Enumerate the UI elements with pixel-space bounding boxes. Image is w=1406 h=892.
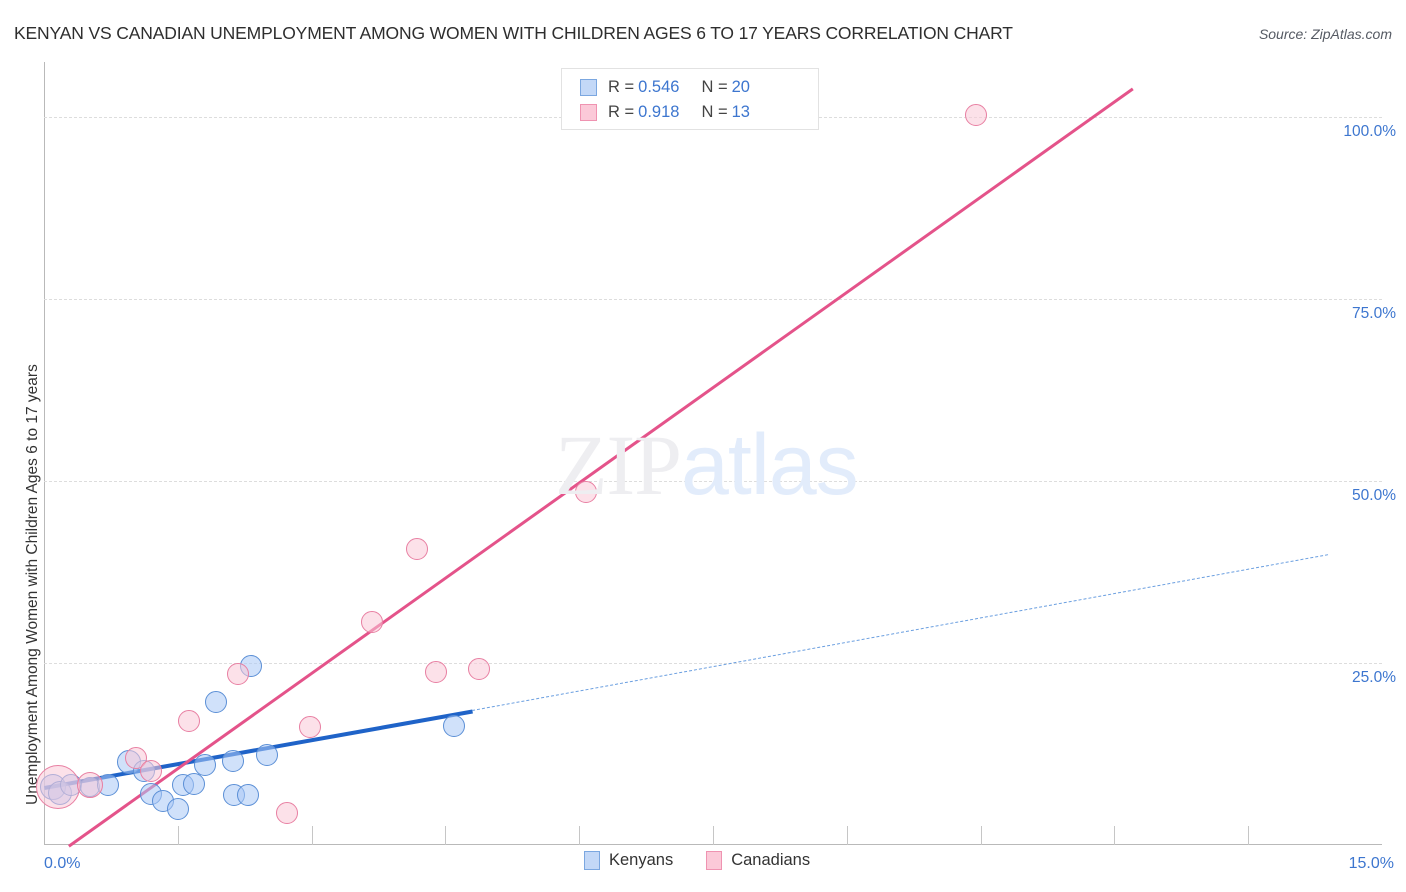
data-point-canadians[interactable] <box>361 611 384 634</box>
x-axis-tick <box>1248 826 1250 845</box>
x-axis-tick <box>713 826 714 845</box>
correlation-legend: R = 0.546 N = 20 R = 0.918 N = 13 <box>561 68 819 130</box>
r-label-canadians: R = <box>608 103 635 121</box>
x-axis-max-label: 15.0% <box>1348 855 1394 872</box>
gridline <box>44 480 1382 482</box>
data-point-kenyans[interactable] <box>256 744 278 767</box>
data-point-canadians[interactable] <box>178 710 201 733</box>
data-point-kenyans[interactable] <box>222 750 245 773</box>
data-point-kenyans[interactable] <box>205 691 228 714</box>
trendline-canadians <box>68 87 1134 848</box>
y-axis-tick-label: 25.0% <box>1352 668 1396 686</box>
data-point-canadians[interactable] <box>575 481 598 504</box>
data-point-canadians[interactable] <box>425 660 448 683</box>
y-axis-title: Unemployment Among Women with Children A… <box>24 364 41 805</box>
page-title: KENYAN VS CANADIAN UNEMPLOYMENT AMONG WO… <box>14 23 1013 43</box>
legend-swatch-kenyans <box>580 79 597 96</box>
series-swatch-canadians <box>706 851 723 870</box>
y-axis-tick-label: 75.0% <box>1352 304 1396 322</box>
data-point-kenyans[interactable] <box>166 797 189 820</box>
x-axis-tick <box>980 826 982 845</box>
data-point-canadians[interactable] <box>36 764 81 809</box>
data-point-canadians[interactable] <box>275 801 298 824</box>
x-axis-tick <box>445 826 447 845</box>
n-value-kenyans: 20 <box>731 78 750 96</box>
series-label-kenyans: Kenyans <box>609 851 674 869</box>
x-axis-tick <box>177 826 179 845</box>
r-value-canadians: 0.918 <box>638 103 680 121</box>
x-axis-tick <box>846 826 848 845</box>
r-label-kenyans: R = <box>608 78 635 96</box>
data-point-kenyans[interactable] <box>237 784 260 807</box>
data-point-kenyans[interactable] <box>182 772 205 795</box>
data-point-canadians[interactable] <box>77 771 104 798</box>
data-point-canadians[interactable] <box>124 746 147 769</box>
y-axis-tick-label: 100.0% <box>1343 122 1396 140</box>
y-axis-tick-label: 50.0% <box>1352 486 1396 504</box>
series-legend-item-kenyans[interactable]: Kenyans <box>584 851 673 870</box>
plot-area <box>36 62 1382 848</box>
data-point-canadians[interactable] <box>965 104 988 127</box>
legend-row-kenyans: R = 0.546 N = 20 <box>580 75 818 100</box>
gridline <box>44 662 1382 664</box>
x-axis-min-label: 0.0% <box>44 855 81 872</box>
x-axis-tick <box>1114 826 1116 845</box>
y-axis-line <box>44 62 45 845</box>
gridline <box>44 298 1382 300</box>
trendline-kenyans-extrapolated <box>472 553 1329 711</box>
data-point-canadians[interactable] <box>405 538 428 561</box>
x-axis-tick <box>579 826 581 845</box>
series-legend: Kenyans Canadians <box>584 851 843 870</box>
data-point-canadians[interactable] <box>227 662 250 685</box>
data-point-kenyans[interactable] <box>443 714 466 737</box>
source-label: Source: ZipAtlas.com <box>1258 26 1392 42</box>
series-label-canadians: Canadians <box>731 851 811 869</box>
data-point-canadians[interactable] <box>140 759 163 782</box>
r-value-kenyans: 0.546 <box>638 78 680 96</box>
series-legend-item-canadians[interactable]: Canadians <box>706 851 810 870</box>
data-point-canadians[interactable] <box>468 657 491 680</box>
legend-row-canadians: R = 0.918 N = 13 <box>580 100 818 125</box>
series-swatch-kenyans <box>584 851 600 870</box>
x-axis-tick <box>311 826 313 845</box>
n-value-canadians: 13 <box>731 103 750 121</box>
data-point-canadians[interactable] <box>298 716 321 738</box>
n-label-canadians: N = <box>701 103 728 121</box>
legend-swatch-canadians <box>580 104 597 121</box>
n-label-kenyans: N = <box>701 78 728 96</box>
data-point-kenyans[interactable] <box>193 753 216 776</box>
